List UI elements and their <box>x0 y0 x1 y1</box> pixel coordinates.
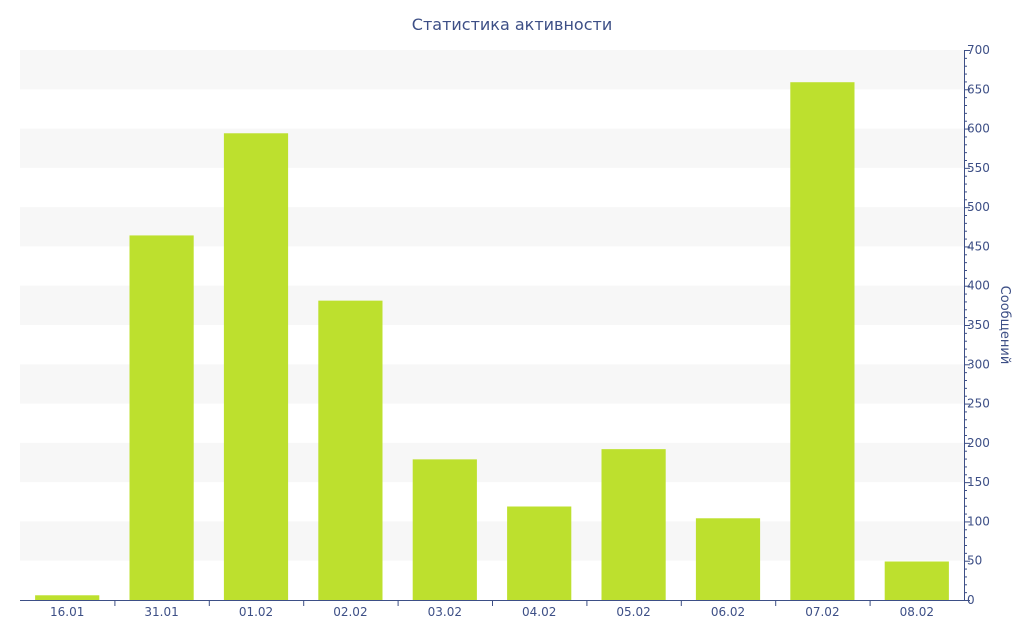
x-tick-label: 03.02 <box>428 605 462 619</box>
bar-31.01 <box>129 235 194 600</box>
y-tick-label: 650 <box>967 82 990 96</box>
bar-02.02 <box>318 300 383 600</box>
x-tick-label: 07.02 <box>805 605 839 619</box>
y-tick-label: 400 <box>967 279 990 293</box>
y-tick-label: 200 <box>967 436 990 450</box>
y-tick-label: 600 <box>967 122 990 136</box>
x-axis-ticks: 16.01 31.01 01.02 02.02 03.02 04.02 05.02 06.02… <box>50 600 934 619</box>
bar-08.02 <box>884 561 949 600</box>
y-axis-label: Сообщений <box>997 286 1012 365</box>
y-tick-label: 500 <box>967 200 990 214</box>
y-tick-label: 100 <box>967 514 990 528</box>
x-tick-label: 06.02 <box>711 605 745 619</box>
bars <box>35 82 949 601</box>
y-tick-label: 350 <box>967 318 990 332</box>
x-tick-label: 31.01 <box>144 605 178 619</box>
y-tick-label: 550 <box>967 161 990 175</box>
bar-07.02 <box>790 82 855 600</box>
y-tick-label: 150 <box>967 475 990 489</box>
x-tick-label: 05.02 <box>616 605 650 619</box>
bar-04.02 <box>507 506 572 600</box>
y-tick-label: 700 <box>967 43 990 57</box>
y-tick-label: 50 <box>967 554 982 568</box>
x-tick-label: 04.02 <box>522 605 556 619</box>
bar-05.02 <box>601 449 666 600</box>
bar-03.02 <box>412 459 477 600</box>
y-tick-label: 250 <box>967 397 990 411</box>
y-axis-ticks: 0 50 100 150 200 250 300 350 400 450 500 550 600 650 7… <box>964 43 990 607</box>
bar-01.02 <box>223 133 289 601</box>
bar-16.01 <box>35 595 100 600</box>
y-tick-label: 0 <box>967 593 975 607</box>
bar-06.02 <box>695 518 761 600</box>
y-tick-label: 300 <box>967 357 990 371</box>
x-tick-label: 02.02 <box>333 605 367 619</box>
x-tick-label: 16.01 <box>50 605 84 619</box>
x-tick-label: 01.02 <box>239 605 273 619</box>
chart-title: Статистика активности <box>412 15 612 34</box>
y-tick-label: 450 <box>967 239 990 253</box>
x-tick-label: 08.02 <box>900 605 934 619</box>
